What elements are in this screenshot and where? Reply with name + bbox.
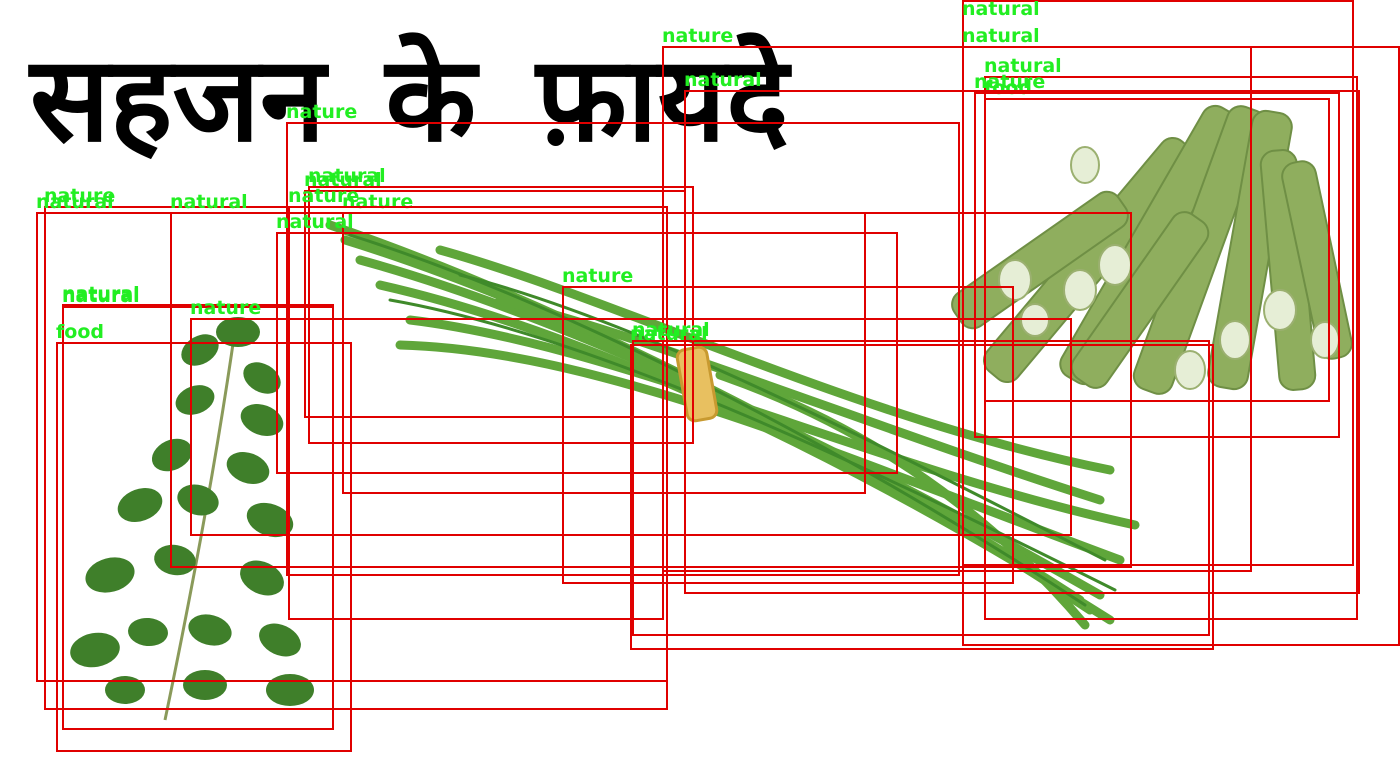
detection-label: natural	[308, 165, 386, 187]
detection-label: food	[56, 321, 104, 343]
moringa-leaf-branch	[70, 317, 314, 721]
detection-box	[974, 92, 1340, 438]
detection-label: nature	[662, 25, 734, 47]
title-word: सहजन	[30, 30, 326, 168]
title-word: के	[385, 30, 477, 168]
detection-box	[62, 306, 334, 710]
detection-label: nature	[288, 185, 360, 207]
drumstick-pods-bundle	[325, 220, 1140, 630]
detection-label: natural	[276, 211, 354, 233]
detection-box	[632, 340, 1210, 636]
detection-label: nature	[190, 297, 262, 319]
detection-label: natural	[304, 169, 382, 191]
detection-label: natural	[62, 285, 140, 307]
detection-label: natural	[962, 25, 1040, 47]
detection-box	[630, 344, 1214, 650]
detection-box	[170, 212, 1132, 568]
detection-label: natural	[632, 319, 710, 341]
detection-label: natural	[62, 283, 140, 305]
detection-label: natural	[36, 191, 114, 213]
detection-box	[962, 46, 1400, 646]
detection-box	[984, 98, 1330, 402]
detection-label: natural	[962, 0, 1040, 20]
cut-drumstick-pieces	[951, 104, 1353, 395]
detection-label: nature	[286, 101, 358, 123]
detection-box	[56, 342, 352, 752]
detection-box	[286, 122, 960, 576]
detection-label: nature	[562, 265, 634, 287]
detection-box	[562, 286, 1014, 584]
detection-label: natural	[630, 323, 708, 345]
detection-box	[276, 232, 898, 474]
detection-label: nature	[44, 185, 116, 207]
detection-box	[308, 186, 694, 444]
detection-label: nature	[974, 71, 1046, 93]
detection-label: natural	[684, 69, 762, 91]
detection-label: natural	[984, 55, 1062, 77]
detection-label: natural	[170, 191, 248, 213]
